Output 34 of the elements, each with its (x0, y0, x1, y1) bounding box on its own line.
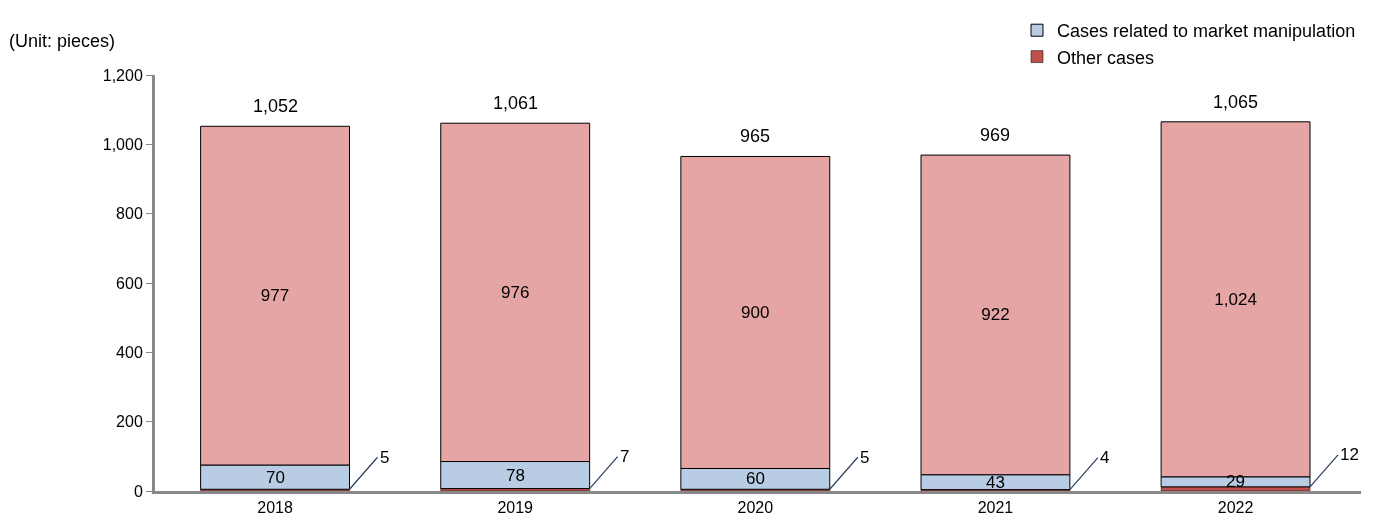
data-label: 977 (260, 286, 290, 306)
data-label: 12 (1340, 445, 1359, 464)
data-label: 900 (741, 302, 770, 322)
y-tick-label: 1,200 (102, 66, 143, 84)
total-label: 969 (980, 125, 1011, 145)
total-label: 1,061 (493, 93, 539, 113)
data-label: 1,024 (1214, 289, 1257, 309)
data-label: 60 (746, 469, 765, 488)
data-label: 7 (620, 447, 630, 466)
data-label: 922 (981, 305, 1010, 325)
y-tick-label: 800 (116, 205, 143, 223)
y-tick-label: 200 (116, 413, 143, 431)
y-tick-label: 0 (133, 482, 143, 500)
x-tick-label: 2021 (977, 499, 1014, 517)
data-label: 4 (1100, 448, 1110, 467)
legend-label: Cases related to market manipulation (1057, 21, 1356, 42)
data-label: 976 (501, 282, 530, 302)
y-tick-label: 400 (116, 343, 143, 361)
data-label: 78 (506, 466, 525, 485)
data-label: 70 (266, 468, 285, 487)
x-tick-label: 2022 (1217, 499, 1254, 517)
data-label: 5 (380, 448, 390, 467)
y-tick-label: 600 (116, 274, 143, 292)
y-tick-label: 1,000 (102, 135, 143, 153)
x-tick-label: 2018 (257, 499, 293, 517)
y-axis-title: (Unit: pieces) (9, 31, 116, 51)
total-label: 1,052 (253, 96, 299, 116)
data-label: 43 (986, 473, 1005, 492)
x-tick-label: 2019 (497, 499, 534, 517)
legend-label: Other cases (1057, 47, 1155, 68)
total-label: 965 (740, 126, 771, 146)
total-label: 1,065 (1213, 92, 1259, 112)
data-label: 5 (860, 448, 870, 467)
x-tick-label: 2020 (737, 499, 774, 517)
